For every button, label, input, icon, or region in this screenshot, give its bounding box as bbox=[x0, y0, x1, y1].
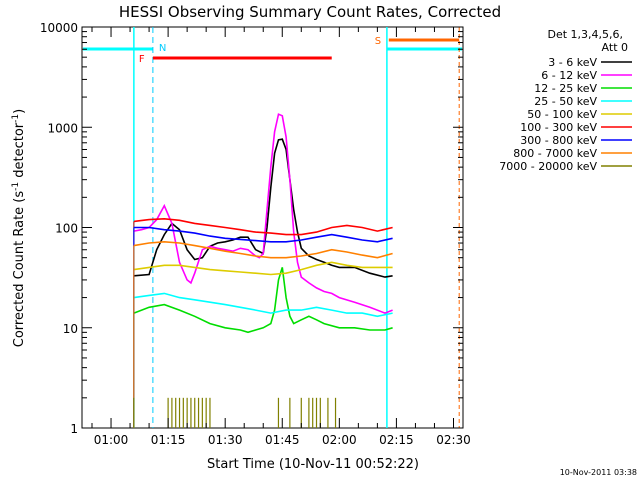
series-1-line bbox=[133, 113, 393, 314]
x-axis-label: Start Time (10-Nov-11 00:52:22) bbox=[207, 457, 419, 472]
y-label-mid: detector bbox=[12, 122, 27, 182]
series-3-line bbox=[133, 292, 393, 318]
y-label-main: Corrected Count Rate (s bbox=[12, 191, 27, 348]
y-tick-label-3: 1000 bbox=[47, 121, 78, 135]
legend-label-4: 50 - 100 keV bbox=[527, 108, 597, 121]
y-tick-label-2: 100 bbox=[55, 222, 78, 236]
y-tick-label-1: 10 bbox=[63, 322, 78, 336]
footer-stamp: 10-Nov-2011 03:38 bbox=[560, 468, 637, 477]
x-tick-label-3: 01:45 bbox=[265, 433, 300, 447]
y-axis-label: Corrected Count Rate (s-1 detector-1) bbox=[11, 109, 27, 347]
x-tick-label-1: 01:15 bbox=[151, 433, 186, 447]
axes: 01:00 01:15 01:30 01:45 02:00 02:15 02:30 1 10 10… bbox=[40, 21, 471, 447]
legend-label-2: 12 - 25 keV bbox=[534, 82, 597, 95]
y-label-sup-2: -1 bbox=[11, 114, 21, 123]
annotation-label-night: N bbox=[159, 43, 166, 54]
y-label-end: ) bbox=[12, 109, 27, 114]
x-tick-label-5: 02:15 bbox=[379, 433, 414, 447]
legend-label-0: 3 - 6 keV bbox=[548, 56, 597, 69]
annotation-label-flare: F bbox=[139, 54, 145, 65]
chart-title: HESSI Observing Summary Count Rates, Cor… bbox=[119, 3, 501, 21]
legend-label-8: 7000 - 20000 keV bbox=[499, 160, 597, 173]
series-7-line bbox=[133, 240, 393, 259]
x-tick-label-0: 01:00 bbox=[94, 433, 129, 447]
legend-label-3: 25 - 50 keV bbox=[534, 95, 597, 108]
series-5-line bbox=[133, 217, 393, 236]
annotation-label-saa: S bbox=[375, 36, 381, 47]
legend-label-5: 100 - 300 keV bbox=[520, 121, 597, 134]
series-layer bbox=[133, 113, 393, 428]
legend-label-6: 300 - 800 keV bbox=[520, 134, 597, 147]
legend-header-line-1: Det 1,3,4,5,6, bbox=[547, 28, 623, 41]
y-tick-label-0: 1 bbox=[70, 422, 78, 436]
x-tick-label-6: 02:30 bbox=[436, 433, 471, 447]
series-6-line bbox=[133, 226, 393, 243]
x-tick-label-4: 02:00 bbox=[322, 433, 357, 447]
x-tick-label-2: 01:30 bbox=[208, 433, 243, 447]
y-label-sup-1: -1 bbox=[11, 182, 21, 191]
y-tick-label-4: 10000 bbox=[40, 21, 78, 35]
series-4-line bbox=[133, 261, 393, 276]
series-2-line bbox=[133, 267, 393, 334]
legend-label-7: 800 - 7000 keV bbox=[513, 147, 597, 160]
legend-label-1: 6 - 12 keV bbox=[541, 69, 597, 82]
legend-header-line-2: Att 0 bbox=[602, 41, 628, 54]
